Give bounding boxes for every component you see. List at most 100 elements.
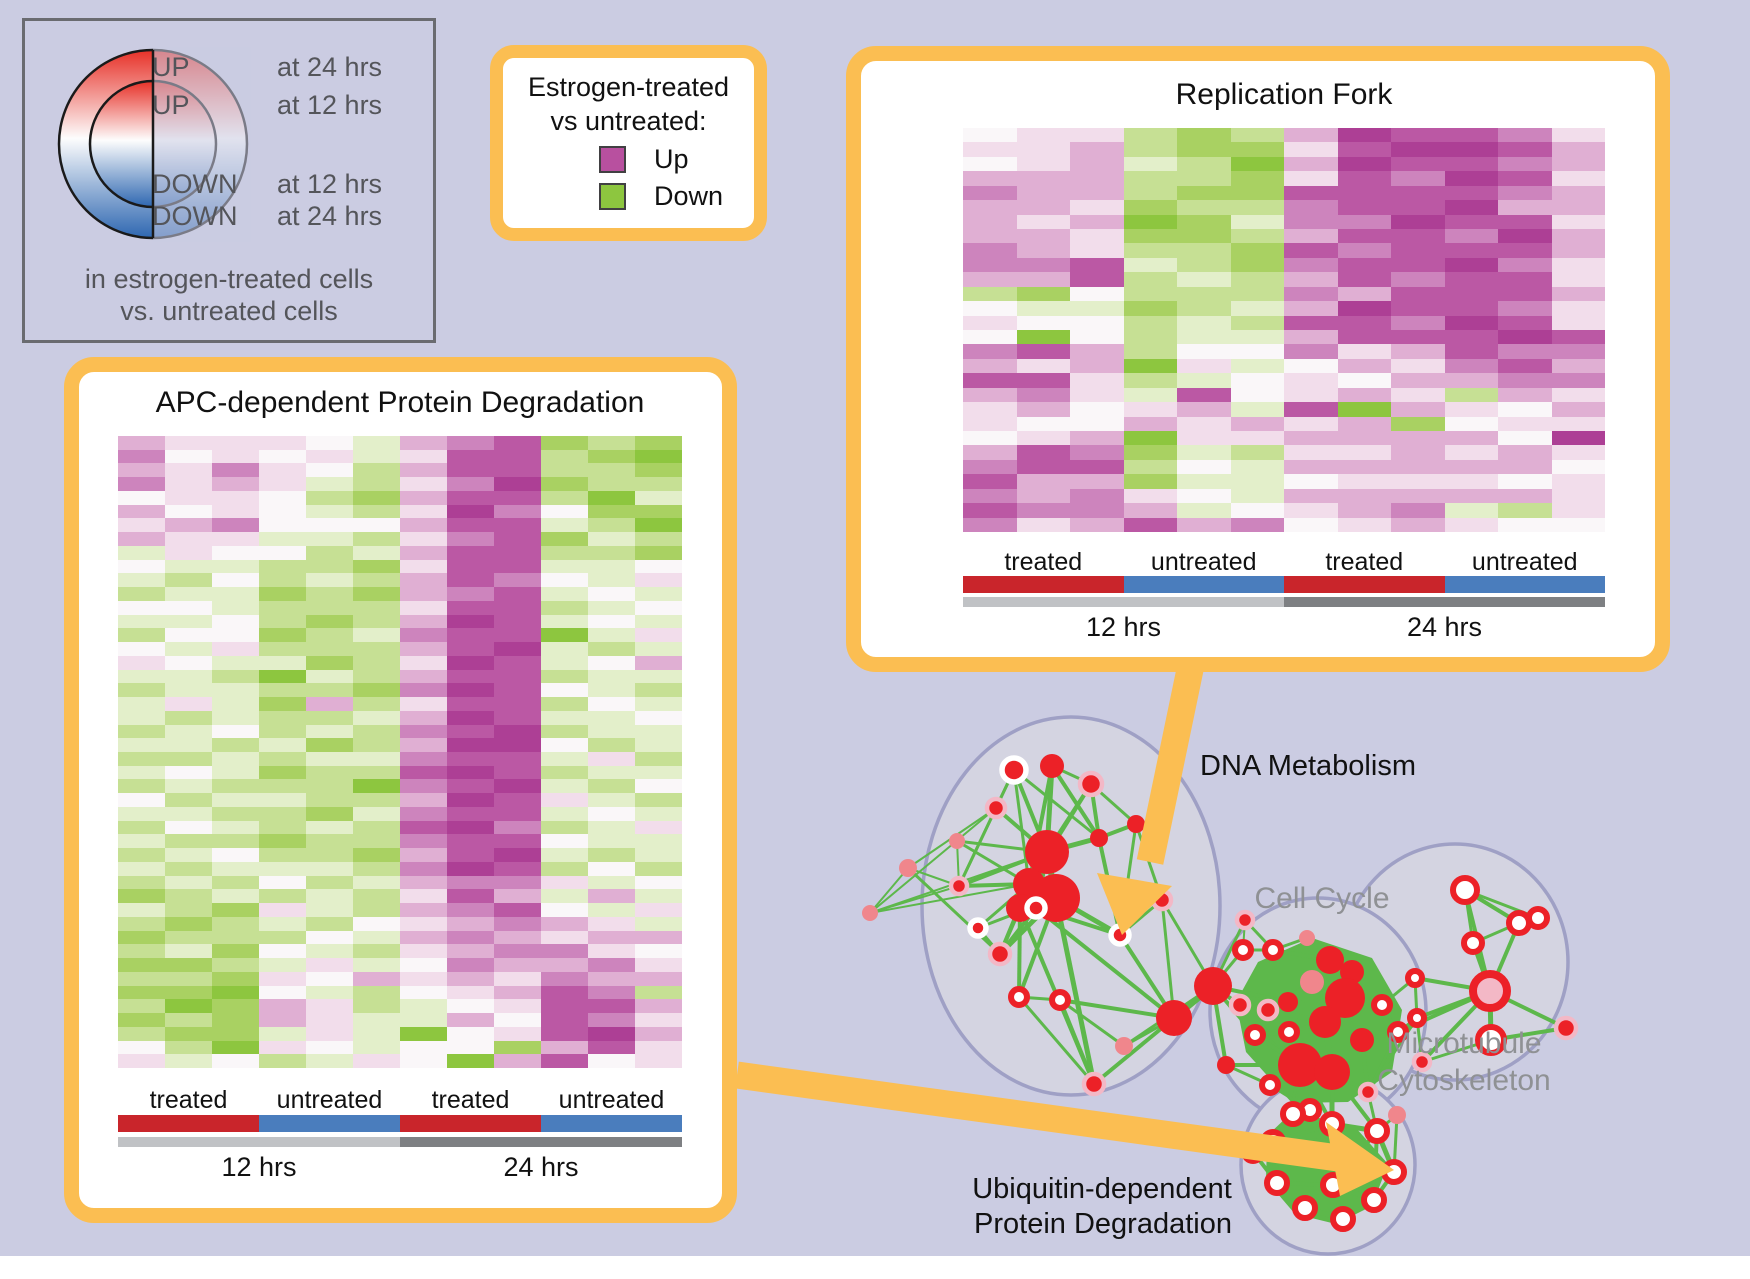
network-node — [1325, 978, 1365, 1018]
heatmap-cell — [1070, 358, 1124, 374]
heatmap-cell — [400, 848, 447, 862]
network-edge — [1415, 1017, 1424, 1063]
heatmap-cell — [353, 504, 400, 519]
heatmap-cell — [1016, 358, 1070, 374]
heatmap-cell — [588, 463, 635, 478]
network-node — [1387, 1021, 1409, 1043]
heatmap-cell — [259, 930, 306, 945]
heatmap-cell — [1498, 387, 1552, 403]
heatmap-cell — [118, 573, 165, 588]
heatmap-cell — [1337, 517, 1391, 532]
heatmap-cell — [400, 834, 447, 849]
heatmap-cell — [447, 545, 494, 560]
heatmap-cell — [118, 944, 165, 959]
heatmap-cell — [306, 463, 353, 478]
heatmap-cell — [212, 655, 259, 670]
cluster-label: Cytoskeleton — [1377, 1064, 1550, 1097]
heatmap-cell — [1070, 373, 1124, 388]
heatmap-cell — [963, 503, 1017, 518]
heatmap-cell — [963, 344, 1017, 359]
heatmap-cell — [1551, 185, 1605, 201]
heatmap-cell — [353, 710, 400, 725]
heatmap-cell — [1444, 229, 1498, 244]
heatmap-cell — [1230, 387, 1284, 403]
heatmap-cell — [1070, 200, 1124, 215]
network-edge — [956, 840, 960, 887]
network-node — [1361, 1187, 1387, 1213]
heatmap-cell — [635, 449, 682, 464]
heatmap-cell — [353, 1026, 400, 1041]
network-edge — [1397, 989, 1491, 1034]
heatmap-cell — [306, 861, 353, 876]
heatmap-cell — [494, 875, 541, 890]
heatmap-cell — [306, 697, 353, 711]
heatmap-cell — [541, 559, 588, 574]
apc-group-labels: treated untreated treated untreated — [118, 1086, 682, 1115]
heatmap-cell — [447, 463, 494, 478]
ring-time-up-outer: at 24 hrs — [277, 52, 383, 82]
network-node — [862, 905, 878, 921]
heatmap-cell — [165, 861, 212, 876]
heatmap-cell — [635, 958, 682, 972]
heatmap-cell — [1070, 214, 1124, 229]
heatmap-cell — [541, 1040, 588, 1055]
heatmap-cell — [1498, 431, 1552, 446]
heatmap-cell — [963, 286, 1017, 302]
heatmap-cell — [165, 738, 212, 752]
heatmap-cell — [1177, 402, 1231, 417]
heatmap-cell — [1551, 488, 1605, 504]
rf-hour-label-24: 24 hrs — [1406, 612, 1483, 642]
network-edge — [958, 882, 1030, 888]
heatmap-cell — [1337, 474, 1391, 489]
heatmap-cell — [588, 504, 635, 519]
network-edge — [1272, 1122, 1333, 1144]
network-edge — [1090, 782, 1137, 826]
heatmap-cell — [541, 628, 588, 643]
ring-legend-footnote-1: in estrogen-treated cells — [84, 264, 374, 294]
apc-hour-label-24: 24 hrs — [503, 1152, 579, 1182]
network-edge — [1360, 1039, 1370, 1093]
heatmap-cell — [1016, 488, 1070, 504]
network-edge — [1366, 1031, 1400, 1093]
heatmap-cell — [635, 559, 682, 574]
heatmap-cell — [1070, 402, 1124, 417]
heatmap-cell — [259, 669, 306, 684]
cluster-circle-microtubule-cytoskeleton — [1340, 842, 1570, 1082]
heatmap-cell — [1123, 243, 1177, 258]
network-edge — [1298, 1064, 1334, 1125]
network-edge — [1044, 851, 1059, 899]
heatmap-cell — [1498, 171, 1552, 186]
heatmap-cell — [400, 1040, 447, 1055]
heatmap-cell — [306, 559, 353, 574]
network-edge — [1416, 989, 1491, 1020]
heatmap-cell — [447, 1013, 494, 1027]
heatmap-cell — [306, 504, 353, 519]
heatmap-cell — [1016, 272, 1070, 287]
heatmap-cell — [1391, 431, 1445, 446]
heatmap-cell — [1498, 488, 1552, 504]
heatmap-cell — [1284, 445, 1338, 460]
heatmap-cell — [1070, 330, 1124, 345]
heatmap-cell — [118, 559, 165, 574]
heatmap-cell — [306, 518, 353, 533]
rf-condition-bars — [963, 576, 1605, 593]
heatmap-cell — [212, 834, 259, 849]
heatmap-cell — [1123, 200, 1177, 215]
heatmap-cell — [1391, 171, 1445, 186]
heatmap-cell — [494, 916, 541, 931]
down-color-swatch — [599, 183, 626, 210]
heatmap-cell — [1230, 474, 1284, 489]
heatmap-cell — [1444, 142, 1498, 157]
heatmap-cell — [447, 1040, 494, 1055]
heatmap-cell — [400, 710, 447, 725]
network-edge — [1035, 906, 1121, 937]
heatmap-cell — [1391, 128, 1445, 143]
network-node — [899, 859, 917, 877]
heatmap-cell — [541, 875, 588, 890]
heatmap-cell — [165, 916, 212, 931]
heatmap-cell — [212, 971, 259, 986]
heatmap-cell — [1070, 315, 1124, 330]
heatmap-cell — [353, 642, 400, 656]
heatmap-cell — [400, 806, 447, 821]
